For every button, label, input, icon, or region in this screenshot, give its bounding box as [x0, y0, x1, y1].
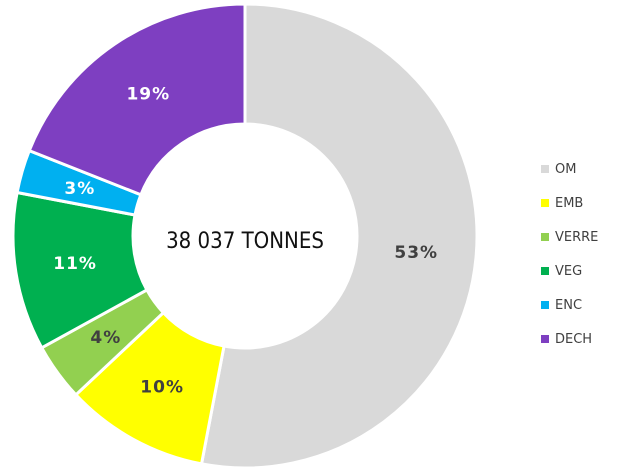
slice-dech — [27, 2, 247, 197]
slice-label-dech: 19% — [126, 85, 170, 105]
slice-label-om: 53% — [394, 243, 438, 263]
slice-om — [199, 2, 479, 470]
legend-item-enc: ENC — [541, 296, 582, 314]
legend-item-dech: DECH — [541, 330, 592, 348]
legend-item-verre: VERRE — [541, 228, 598, 246]
legend-item-om: OM — [541, 160, 576, 178]
legend-swatch — [541, 165, 549, 173]
legend-swatch — [541, 335, 549, 343]
legend-label: ENC — [555, 297, 583, 313]
center-total-label: 38 037 TONNES — [166, 229, 324, 254]
legend-swatch — [541, 267, 549, 275]
legend-swatch — [541, 199, 549, 207]
slice-label-veg: 11% — [53, 254, 97, 274]
legend-swatch — [541, 233, 549, 241]
legend-label: OM — [555, 161, 577, 177]
slice-label-verre: 4% — [90, 328, 121, 348]
slice-label-emb: 10% — [140, 378, 184, 398]
legend-swatch — [541, 301, 549, 309]
legend-item-veg: VEG — [541, 262, 582, 280]
legend-item-emb: EMB — [541, 194, 583, 212]
legend-label: EMB — [555, 195, 584, 211]
legend-label: VEG — [555, 263, 583, 279]
slice-labels: 53% 10% 4% 11% 3% 19% — [53, 85, 438, 398]
legend-label: VERRE — [555, 229, 599, 245]
slices — [11, 2, 479, 470]
slice-label-enc: 3% — [64, 179, 95, 199]
legend-label: DECH — [555, 331, 593, 347]
